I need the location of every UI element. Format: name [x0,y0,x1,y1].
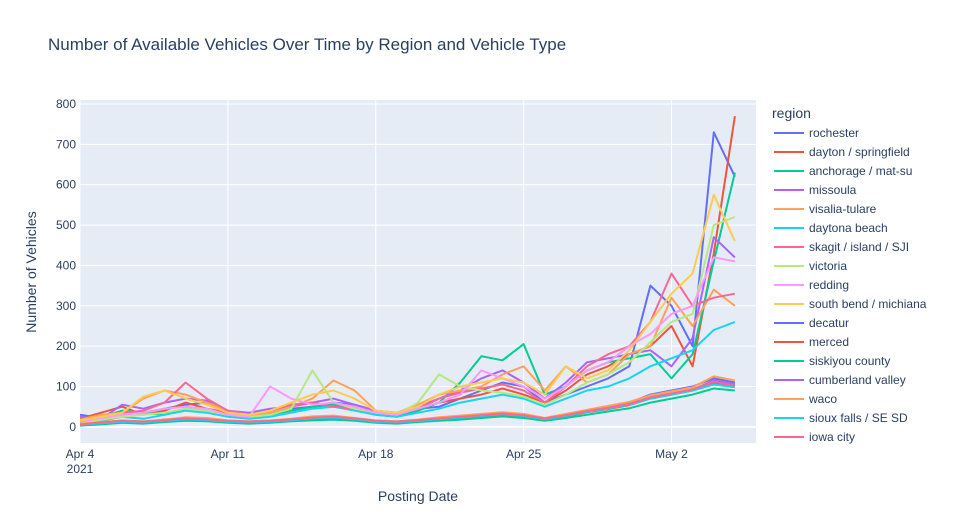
series-line [80,387,735,427]
legend-label: anchorage / mat-su [809,164,912,178]
legend-label: iowa city [809,430,855,444]
legend-item[interactable]: sioux falls / SE SD [774,411,908,425]
legend-item[interactable]: south bend / michiana [774,297,927,311]
legend-label: waco [808,392,837,406]
series-line [80,320,736,424]
legend-label: sioux falls / SE SD [809,411,908,425]
chart-title: Number of Available Vehicles Over Time b… [48,35,566,54]
y-tick-label: 300 [56,299,76,313]
grid [79,100,756,443]
x-tick-label: Apr 4 [66,447,95,461]
legend-item[interactable]: victoria [774,259,847,273]
legend-label: decatur [809,316,849,330]
x-tick-label: Apr 11 [211,447,246,461]
legend-item[interactable]: cumberland valley [774,373,906,387]
y-tick-label: 400 [56,258,76,272]
legend-item[interactable]: skagit / island / SJI [774,240,909,254]
series-line [80,380,736,426]
legend-label: visalia-tulare [809,202,877,216]
legend-label: siskiyou county [809,354,890,368]
x-axis-title: Posting Date [378,488,458,504]
legend-item[interactable]: dayton / springfield [774,145,910,159]
legend-title: region [772,105,811,121]
legend-item[interactable]: missoula [774,183,857,197]
legend-label: missoula [809,183,857,197]
legend-label: redding [809,278,849,292]
series-lines [80,115,736,427]
y-tick-label: 200 [56,339,76,353]
plot-area [80,100,756,443]
legend-item[interactable]: siskiyou county [774,354,890,368]
legend-item[interactable]: decatur [774,316,849,330]
legend-item[interactable]: rochester [774,126,859,140]
y-tick-label: 500 [56,218,76,232]
legend-label: rochester [809,126,859,140]
legend-label: skagit / island / SJI [809,240,909,254]
y-axis: 0 100 200 300 400 500 600 700 800 [56,97,76,434]
y-tick-label: 600 [56,178,76,192]
y-tick-label: 100 [56,380,76,394]
legend-item[interactable]: redding [774,278,849,292]
x-tick-label: Apr 18 [358,447,394,461]
y-tick-label: 0 [69,420,76,434]
legend-item[interactable]: anchorage / mat-su [774,164,912,178]
legend-label: south bend / michiana [809,297,927,311]
x-tick-sublabel: 2021 [67,462,94,476]
series-line [80,256,736,423]
x-tick-label: May 2 [655,447,688,461]
legend-label: victoria [809,259,847,273]
legend-label: merced [809,335,849,349]
legend-item[interactable]: daytona beach [774,221,888,235]
legend-item[interactable]: iowa city [774,430,855,444]
legend[interactable]: rochester dayton / springfield anchorage /… [774,126,927,444]
legend-item[interactable]: visalia-tulare [774,202,877,216]
legend-label: daytona beach [809,221,888,235]
legend-label: dayton / springfield [809,145,910,159]
legend-item[interactable]: waco [774,392,837,406]
series-line [80,193,736,422]
y-tick-label: 700 [56,137,76,151]
legend-label: cumberland valley [809,373,906,387]
y-tick-label: 800 [56,97,76,111]
legend-item[interactable]: merced [774,335,849,349]
y-axis-title: Number of Vehicles [23,211,39,332]
x-tick-label: Apr 25 [506,447,542,461]
